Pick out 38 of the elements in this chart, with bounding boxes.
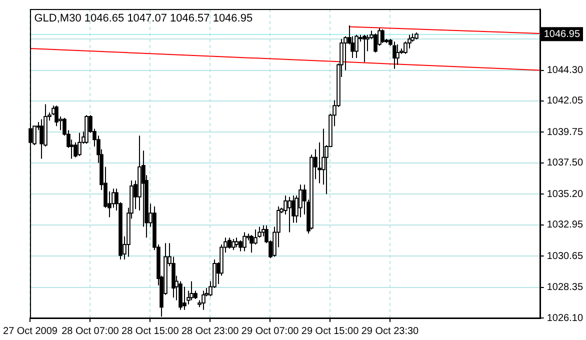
candlestick [54, 105, 58, 127]
x-tick-label: 28 Oct 07:00 [62, 326, 120, 337]
candlestick [242, 232, 246, 252]
candlestick [396, 44, 400, 66]
candlestick [40, 118, 44, 160]
chart-title: GLD,M30 1046.65 1047.07 1046.57 1046.95 [34, 12, 253, 25]
y-tick-label: 1035.20 [546, 188, 584, 200]
ref-line-label: 1046.95 [544, 28, 580, 40]
candlestick [238, 240, 242, 252]
x-tick-label: 28 Oct 23:00 [181, 326, 240, 337]
y-tick-label: 1032.95 [546, 220, 584, 231]
y-tick-label: 1042.05 [546, 96, 584, 107]
candlestick [32, 126, 36, 146]
candlestick [228, 237, 232, 250]
y-tick-label: 1039.75 [546, 126, 584, 138]
candlestick [392, 41, 396, 70]
candlestick [182, 286, 186, 310]
x-tick-label: 29 Oct 15:00 [301, 326, 360, 337]
x-tick-label: 28 Oct 15:00 [122, 326, 180, 337]
y-tick-label: 1030.65 [546, 250, 584, 262]
y-tick-label: 1028.35 [546, 282, 584, 294]
candlestick [318, 142, 322, 184]
x-tick-label: 29 Oct 07:00 [241, 326, 300, 337]
candlestick [234, 237, 238, 248]
y-tick-label: 1044.30 [546, 65, 584, 76]
y-tick-label: 1037.50 [546, 158, 584, 169]
candlestick [190, 280, 194, 301]
x-tick-label: 29 Oct 23:30 [361, 326, 420, 337]
candlestick [254, 229, 258, 245]
candlestick [202, 290, 206, 310]
candlestick [78, 132, 82, 157]
y-tick-label: 1026.10 [546, 312, 584, 324]
candlestick [288, 196, 292, 233]
x-tick-label: 27 Oct 2009 [3, 326, 58, 337]
candlestick [366, 34, 370, 52]
candlestick [362, 34, 366, 63]
candlestick [380, 28, 384, 44]
candlestick [354, 34, 358, 59]
